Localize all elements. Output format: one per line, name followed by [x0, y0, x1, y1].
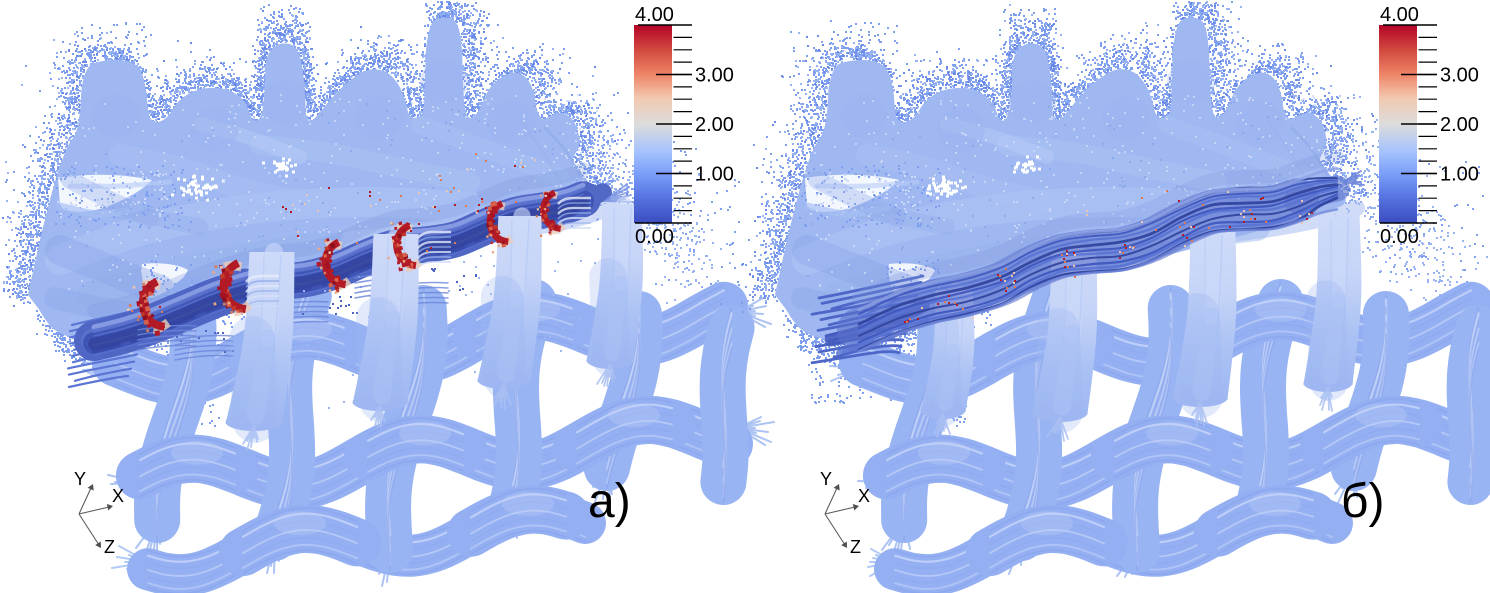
svg-text:2.00: 2.00: [695, 114, 734, 136]
svg-text:б): б): [1341, 475, 1384, 528]
svg-text:0.00: 0.00: [1380, 226, 1419, 248]
svg-text:1.00: 1.00: [1440, 164, 1479, 186]
svg-text:а): а): [588, 475, 631, 528]
svg-text:3.00: 3.00: [695, 65, 734, 87]
svg-text:0.00: 0.00: [635, 226, 674, 248]
svg-text:2.00: 2.00: [1440, 114, 1479, 136]
svg-text:X: X: [112, 486, 124, 506]
svg-text:1.00: 1.00: [695, 164, 734, 186]
svg-text:Z: Z: [850, 537, 861, 557]
svg-text:Y: Y: [74, 469, 86, 489]
svg-text:Y: Y: [820, 469, 832, 489]
svg-text:4.00: 4.00: [635, 4, 674, 26]
svg-text:X: X: [858, 486, 870, 506]
svg-text:3.00: 3.00: [1440, 65, 1479, 87]
svg-text:4.00: 4.00: [1380, 4, 1419, 26]
svg-text:Z: Z: [104, 537, 115, 557]
